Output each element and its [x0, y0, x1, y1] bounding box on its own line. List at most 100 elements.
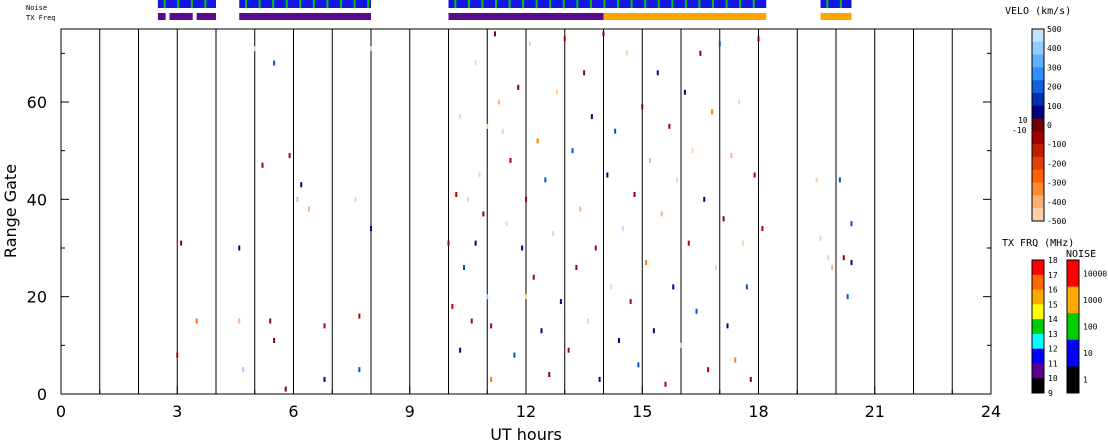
velocity-color-swatch	[1032, 182, 1044, 196]
data-point	[528, 41, 531, 47]
x-axis-title: UT hours	[490, 425, 562, 441]
y-tick-label: 0	[37, 385, 47, 404]
txfrq-color-swatch	[1032, 304, 1044, 320]
txfreq-bar	[448, 13, 604, 20]
data-point	[567, 347, 570, 353]
txfrq-tick-label: 16	[1048, 286, 1058, 295]
data-point	[525, 196, 527, 202]
noise-bar-tick	[190, 0, 193, 8]
velocity-color-swatch	[1032, 118, 1044, 132]
data-point	[629, 299, 632, 305]
data-point	[583, 70, 586, 76]
noise-bar-tick	[508, 0, 511, 8]
data-point	[238, 245, 241, 251]
noise-tick-label: 10	[1083, 349, 1093, 358]
data-point	[649, 157, 651, 163]
data-point	[474, 60, 477, 66]
data-point	[525, 294, 527, 300]
data-point	[497, 99, 500, 105]
x-tick-label: 21	[865, 402, 885, 421]
data-point	[842, 255, 845, 261]
data-point	[540, 328, 543, 334]
data-point	[850, 260, 853, 266]
noise-color-swatch	[1067, 339, 1079, 367]
data-point	[296, 196, 299, 202]
data-point	[455, 191, 458, 197]
data-point	[594, 245, 597, 251]
noise-bar-tick	[481, 0, 484, 8]
txfreq-strip-label: TX Freq	[26, 14, 56, 22]
noise-bar-tick	[163, 0, 166, 8]
velocity-tick-label: 500	[1047, 25, 1062, 34]
y-tick-label: 60	[27, 93, 47, 112]
data-point	[753, 172, 756, 178]
data-point	[718, 41, 721, 47]
noise-bar-tick	[272, 0, 275, 8]
data-point	[680, 342, 682, 348]
txfrq-legend-frame	[1031, 259, 1045, 394]
noise-bar-tick	[285, 0, 288, 8]
data-point	[323, 323, 326, 329]
velocity-tick-label: 0	[1047, 121, 1052, 130]
data-point	[466, 196, 469, 202]
noise-bar-tick	[326, 0, 329, 8]
noise-bar-tick	[299, 0, 302, 8]
data-point	[846, 294, 849, 300]
data-point	[482, 211, 485, 217]
data-point	[548, 372, 551, 378]
txfrq-tick-label: 14	[1048, 315, 1058, 324]
data-point	[552, 230, 555, 236]
data-point	[722, 216, 725, 222]
noise-bar-tick	[353, 0, 356, 8]
data-point	[544, 177, 547, 183]
noise-bar-tick	[657, 0, 660, 8]
data-point	[742, 240, 744, 246]
txfrq-tick-label: 10	[1048, 374, 1058, 383]
noise-color-swatch	[1067, 260, 1079, 288]
chart-grid	[60, 29, 992, 395]
data-point	[734, 357, 737, 363]
txfreq-bar	[603, 13, 767, 20]
y-axis-title: Range Gate	[1, 164, 20, 258]
velocity-tick-label: 200	[1047, 83, 1062, 92]
noise-tick-label: 1	[1083, 376, 1088, 385]
data-point	[850, 221, 853, 227]
txfreq-bar	[196, 13, 216, 20]
x-tick-labels: 0 3 6 9 12 15 18 21 24	[56, 402, 1001, 421]
velocity-color-swatch	[1032, 195, 1044, 209]
data-point	[513, 352, 516, 358]
noise-bar-tick	[454, 0, 457, 8]
data-point	[738, 99, 741, 105]
noise-bar-tick	[312, 0, 315, 8]
txfrq-color-swatch	[1032, 289, 1044, 305]
noise-bar-tick	[630, 0, 633, 8]
txfrq-color-swatch	[1032, 348, 1044, 364]
velocity-color-swatch	[1032, 67, 1044, 81]
data-point	[323, 376, 326, 382]
noise-bar-tick	[340, 0, 342, 8]
data-point	[463, 264, 465, 270]
data-point	[478, 172, 481, 178]
data-point	[683, 89, 686, 95]
data-point	[370, 45, 372, 51]
txfrq-tick-label: 15	[1048, 300, 1058, 309]
noise-bar-tick	[535, 0, 538, 8]
data-point	[637, 362, 640, 368]
noise-tick-label: 1000	[1083, 296, 1102, 305]
noise-color-swatch	[1067, 366, 1079, 394]
velocity-color-swatch	[1032, 54, 1044, 68]
data-point	[660, 211, 663, 217]
txfrq-tick-label: 9	[1048, 389, 1053, 398]
data-point	[695, 308, 698, 314]
x-tick-label: 0	[56, 402, 66, 421]
velocity-color-swatch	[1032, 93, 1044, 107]
noise-tick-label: 100	[1083, 323, 1098, 332]
y-tick-labels: 0 20 40 60	[27, 93, 47, 404]
txfrq-color-swatch	[1032, 260, 1044, 276]
velocity-tick-label: 100	[1047, 102, 1062, 111]
data-point	[563, 36, 566, 42]
velocity-color-swatch	[1032, 157, 1044, 171]
noise-bar-tick	[367, 0, 370, 8]
data-point	[358, 313, 361, 319]
data-point	[273, 337, 276, 343]
